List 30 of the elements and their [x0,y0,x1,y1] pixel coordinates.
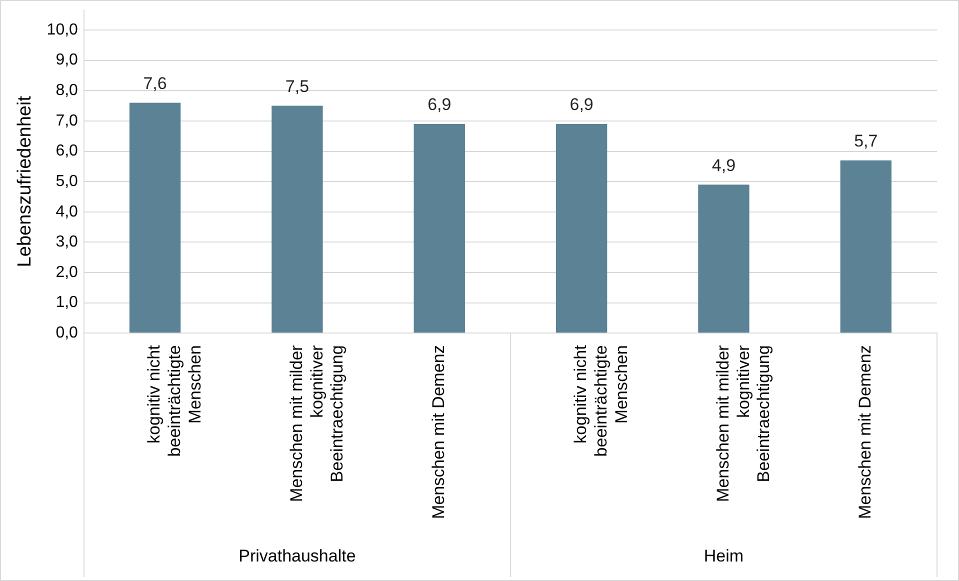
data-label: 4,9 [712,156,736,175]
text: Privathaushalte [238,546,356,566]
bar [272,106,323,333]
x-tick-label: kognitiv nicht beeinträchtigte Menschen [571,344,632,457]
y-tick-label: 8,0 [56,82,78,100]
y-tick-label: 10,0 [46,21,78,38]
data-label: 5,7 [854,132,878,151]
bar [556,124,608,333]
data-label: 6,9 [428,95,452,114]
y-tick-label: 9,0 [56,52,78,69]
x-tick-label: kognitiv nicht beeinträchtigte Menschen [144,344,205,457]
y-tick-label: 1,0 [56,294,78,312]
y-tick-label: 5,0 [56,172,78,190]
bar [698,184,750,333]
x-tick-label: Menschen mit Demenz [856,345,875,519]
data-label: 7,5 [285,76,310,96]
y-tick-label: 7,0 [56,112,78,130]
data-label: 6,9 [570,95,594,114]
y-tick-label: 4,0 [56,203,78,220]
y-tick-label: 2,0 [56,264,78,281]
bar [840,160,892,333]
data-label: 7,6 [143,74,167,93]
bar [414,124,465,333]
x-tick-label: Menschen mit Demenz [429,345,448,519]
text: Heim [704,546,744,566]
y-tick-label: 3,0 [56,234,78,251]
y-tick-label: 6,0 [56,142,78,160]
y-axis-title: Lebenszufriedenheit [14,95,36,268]
y-tick-label: 0,0 [56,324,78,342]
bar [129,102,181,333]
